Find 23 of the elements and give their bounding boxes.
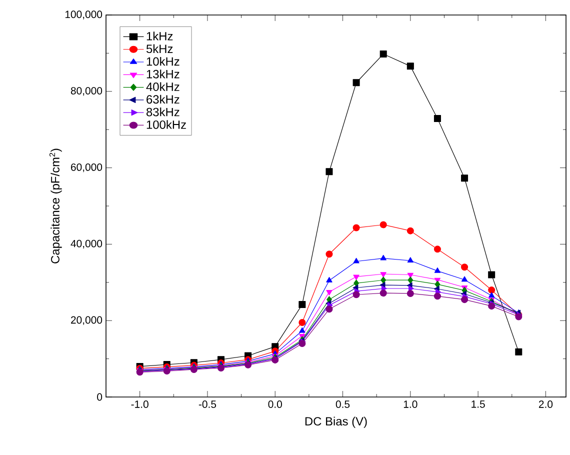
x-tick-label: -1.0 — [131, 400, 148, 408]
y-tick-label: 40,000 — [70, 240, 102, 249]
y-tick-label: 0 — [97, 393, 102, 401]
legend-label: 1kHz — [146, 32, 173, 40]
y-tick-label: 20,000 — [71, 316, 102, 325]
y-tick-label: 100,000 — [65, 10, 102, 20]
legend-label: 100kHz — [146, 120, 186, 129]
x-tick-label: 0.0 — [268, 400, 282, 408]
x-tick-label: 0.5 — [336, 400, 350, 408]
legend-label: 13kHz — [146, 70, 180, 78]
legend-label: 63kHz — [146, 94, 180, 104]
y-tick-label: 80,000 — [70, 87, 102, 96]
legend-label: 10kHz — [146, 56, 180, 66]
x-tick-label: 1.5 — [472, 400, 485, 408]
y-tick-label: 60,000 — [71, 163, 102, 172]
legend-label: 40kHz — [146, 82, 180, 91]
x-tick-label: 1.0 — [404, 400, 418, 408]
legend-label: 5kHz — [146, 44, 173, 54]
x-tick-label: 2.0 — [538, 400, 553, 408]
y-axis-title: Capacitance (pF/cm$^{2}$) — [49, 148, 62, 264]
legend-label: 83kHz — [146, 108, 180, 116]
x-tick-label: -0.5 — [198, 400, 216, 408]
x-axis-title: DC Bias (V) — [305, 416, 367, 428]
